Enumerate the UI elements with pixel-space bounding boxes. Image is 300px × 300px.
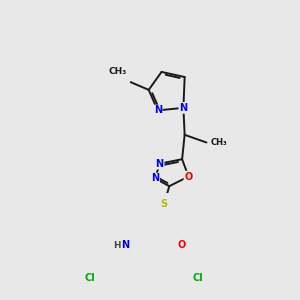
Text: O: O (178, 240, 186, 250)
Text: S: S (160, 199, 168, 209)
Text: N: N (151, 173, 159, 184)
Text: O: O (184, 172, 193, 182)
Text: N: N (154, 105, 162, 116)
Text: N: N (156, 159, 164, 169)
Text: Cl: Cl (192, 273, 203, 283)
Text: H: H (113, 241, 120, 250)
Text: CH₃: CH₃ (109, 68, 127, 76)
Text: N: N (122, 240, 130, 250)
Text: N: N (179, 103, 188, 113)
Text: Cl: Cl (84, 273, 95, 283)
Text: CH₃: CH₃ (211, 138, 228, 147)
